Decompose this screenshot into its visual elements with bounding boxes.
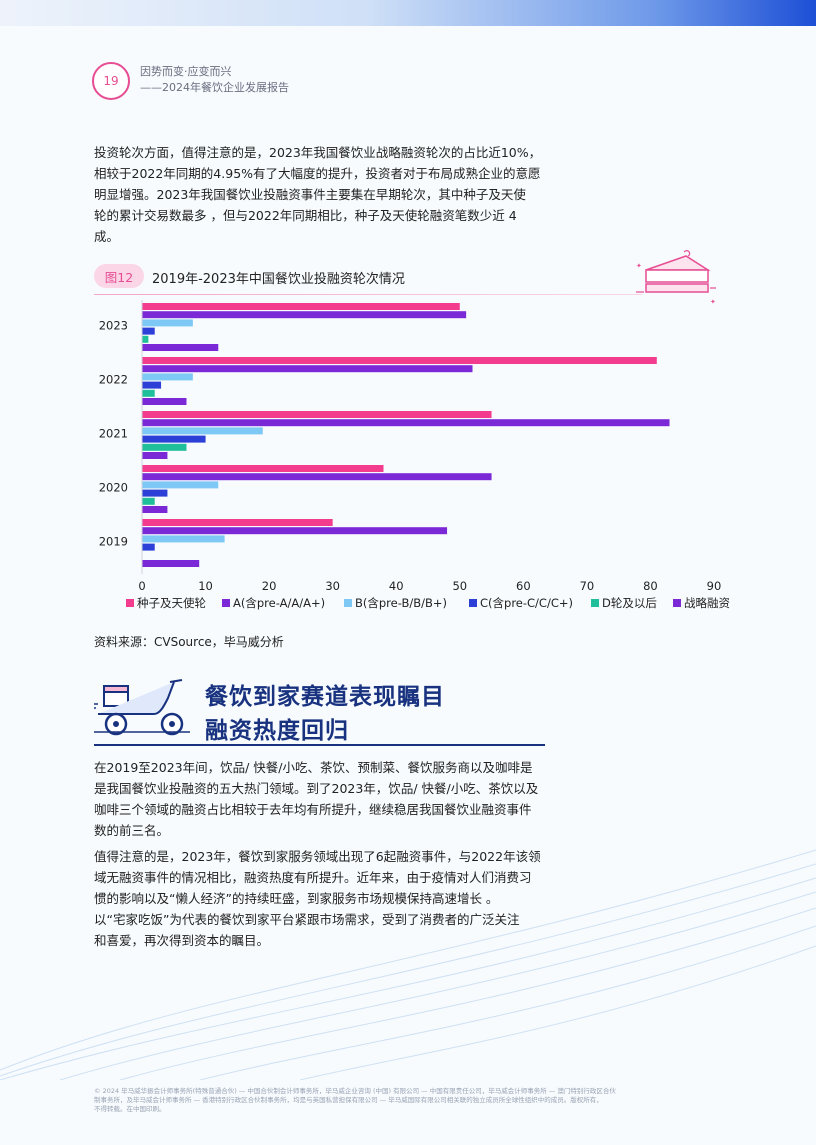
header-title: 因势而变·应变而兴 bbox=[140, 65, 232, 78]
section-divider bbox=[94, 744, 545, 746]
footer-line: 制事务所，及毕马威会计师事务所 — 香港特别行政区合伙制事务所，均是与英国私营担… bbox=[94, 1096, 603, 1104]
bar-2020-5 bbox=[142, 506, 168, 513]
x-tick-label: 80 bbox=[643, 579, 658, 593]
x-tick-label: 0 bbox=[138, 579, 145, 593]
y-tick-label: 2021 bbox=[99, 427, 128, 441]
bar-2020-1 bbox=[142, 473, 492, 481]
bar-2021-4 bbox=[142, 443, 187, 451]
page-number-badge: 19 bbox=[92, 62, 130, 100]
bar-2020-3 bbox=[142, 489, 168, 497]
bar-2022-1 bbox=[142, 365, 473, 373]
x-tick-label: 90 bbox=[707, 579, 722, 593]
cake-slice-icon: ✦ ✦ bbox=[636, 250, 716, 306]
text-line: 投资轮次方面，值得注意的是，2023年我国餐饮业战略融资轮次的占比近10%， bbox=[94, 145, 542, 160]
figure-title: 2019年-2023年中国餐饮业投融资轮次情况 bbox=[152, 272, 405, 287]
bar-2021-0 bbox=[142, 411, 492, 418]
svg-text:✦: ✦ bbox=[710, 298, 716, 306]
copyright-footer: © 2024 毕马威华振会计师事务所(特殊普通合伙) — 中国合伙制会计师事务所… bbox=[94, 1087, 734, 1114]
bar-2022-0 bbox=[142, 357, 657, 364]
svg-text:✦: ✦ bbox=[636, 262, 642, 270]
footer-line: © 2024 毕马威华振会计师事务所(特殊普通合伙) — 中国合伙制会计师事务所… bbox=[94, 1087, 616, 1095]
bar-2019-0 bbox=[142, 519, 333, 526]
x-tick-label: 70 bbox=[580, 579, 595, 593]
text-line: 轮的累计交易数最多 ，但与2022年同期相比，种子及天使轮融资笔数少近 4 bbox=[94, 208, 517, 223]
text-line: 相较于2022年同期的4.95%有了大幅度的提升，投资者对于布局成熟企业的意愿 bbox=[94, 166, 541, 181]
bar-2023-4 bbox=[142, 335, 149, 343]
header-subtitle: ——2024年餐饮企业发展报告 bbox=[140, 81, 289, 94]
y-tick-label: 2023 bbox=[99, 319, 128, 333]
text-line: 是我国餐饮业投融资的五大热门领域。到了2023年，饮品/ 快餐/小吃、茶饮以及 bbox=[94, 781, 539, 796]
bar-2019-1 bbox=[142, 527, 448, 535]
text-line: 惯的影响以及“懒人经济”的持续旺盛，到家服务市场规模保持高速增长 。 bbox=[94, 891, 499, 906]
bar-2023-3 bbox=[142, 327, 155, 335]
legend-label: B(含pre-B/B/B+) bbox=[355, 596, 447, 610]
bar-2021-2 bbox=[142, 427, 263, 435]
bar-2022-5 bbox=[142, 398, 187, 405]
x-tick-label: 30 bbox=[325, 579, 340, 593]
legend-swatch bbox=[469, 599, 477, 607]
legend-label: D轮及以后 bbox=[602, 596, 657, 610]
funding-rounds-chart: 2023 2022 2021 2020 2019 0 10 20 30 40 50 60 70 80 90 种… bbox=[99, 300, 730, 610]
text-line: 在2019至2023年间，饮品/ 快餐/小吃、茶饮、预制菜、餐饮服务商以及咖啡是 bbox=[94, 760, 533, 775]
legend-label: 种子及天使轮 bbox=[137, 596, 206, 610]
x-tick-label: 60 bbox=[516, 579, 531, 593]
page-number: 19 bbox=[103, 74, 119, 88]
x-tick-label: 40 bbox=[389, 579, 404, 593]
legend-label: 战略融资 bbox=[684, 596, 730, 610]
figure-label: 图12 bbox=[94, 264, 144, 288]
legend-swatch bbox=[673, 599, 681, 607]
top-gradient-bar bbox=[0, 0, 816, 26]
bar-2019-5 bbox=[142, 560, 200, 567]
bar-2021-3 bbox=[142, 435, 206, 443]
legend-swatch bbox=[591, 599, 599, 607]
text-line: 和喜爱，再次得到资本的瞩目。 bbox=[94, 933, 270, 948]
x-tick-label: 10 bbox=[198, 579, 213, 593]
bar-2022-2 bbox=[142, 373, 193, 381]
source-note: 资料来源：CVSource，毕马威分析 bbox=[94, 635, 284, 649]
legend-label: A(含pre-A/A/A+) bbox=[233, 596, 325, 610]
text-line: 成。 bbox=[94, 229, 120, 244]
body-paragraph-1: 在2019至2023年间，饮品/ 快餐/小吃、茶饮、预制菜、餐饮服务商以及咖啡是… bbox=[94, 757, 549, 841]
section-title-line2: 融资热度回归 bbox=[205, 718, 349, 744]
footer-line: 不得转载。在中国印刷。 bbox=[94, 1105, 166, 1113]
bar-2023-0 bbox=[142, 303, 460, 310]
text-line: 以“宅家吃饭”为代表的餐饮到家平台紧跟市场需求，受到了消费者的广泛关注 bbox=[94, 912, 520, 927]
text-line: 数的前三名。 bbox=[94, 823, 170, 838]
bar-2022-3 bbox=[142, 381, 162, 389]
figure-divider bbox=[94, 294, 642, 295]
bar-2020-4 bbox=[142, 497, 155, 505]
x-tick-label: 50 bbox=[452, 579, 467, 593]
text-line: 咖啡三个领域的融资占比相较于去年均有所提升，继续稳居我国餐饮业融资事件 bbox=[94, 802, 532, 817]
bar-2021-5 bbox=[142, 452, 168, 459]
bar-2020-0 bbox=[142, 465, 384, 472]
bar-2023-5 bbox=[142, 344, 219, 351]
y-tick-label: 2022 bbox=[99, 373, 128, 387]
legend-swatch bbox=[222, 599, 230, 607]
legend-swatch bbox=[344, 599, 352, 607]
text-line: 域无融资事件的情况相比，融资热度有所提升。近年来，由于疫情对人们消费习 bbox=[94, 870, 532, 885]
y-tick-label: 2020 bbox=[99, 481, 128, 495]
bar-2023-2 bbox=[142, 319, 193, 327]
decorative-wave bbox=[0, 849, 816, 1080]
text-line: 值得注意的是，2023年，餐饮到家服务领域出现了6起融资事件，与2022年该领 bbox=[94, 849, 541, 864]
bar-2023-1 bbox=[142, 311, 467, 319]
figure-label-text: 图12 bbox=[104, 269, 134, 285]
bar-2022-4 bbox=[142, 389, 155, 397]
intro-paragraph: 投资轮次方面，值得注意的是，2023年我国餐饮业战略融资轮次的占比近10%， 相… bbox=[94, 142, 549, 247]
bar-2019-2 bbox=[142, 535, 225, 543]
text-line: 明显增强。2023年我国餐饮业投融资事件主要集在早期轮次，其中种子及天使 bbox=[94, 187, 526, 202]
body-paragraph-2: 值得注意的是，2023年，餐饮到家服务领域出现了6起融资事件，与2022年该领 … bbox=[94, 846, 549, 951]
section-title-line1: 餐饮到家赛道表现瞩目 bbox=[205, 684, 445, 710]
legend-swatch bbox=[126, 599, 134, 607]
bar-2019-3 bbox=[142, 543, 155, 551]
y-tick-label: 2019 bbox=[99, 535, 128, 549]
legend-label: C(含pre-C/C/C+) bbox=[480, 596, 573, 610]
x-tick-label: 20 bbox=[262, 579, 277, 593]
bar-2021-1 bbox=[142, 419, 670, 427]
delivery-scooter-icon bbox=[94, 679, 190, 736]
bar-2020-2 bbox=[142, 481, 219, 489]
